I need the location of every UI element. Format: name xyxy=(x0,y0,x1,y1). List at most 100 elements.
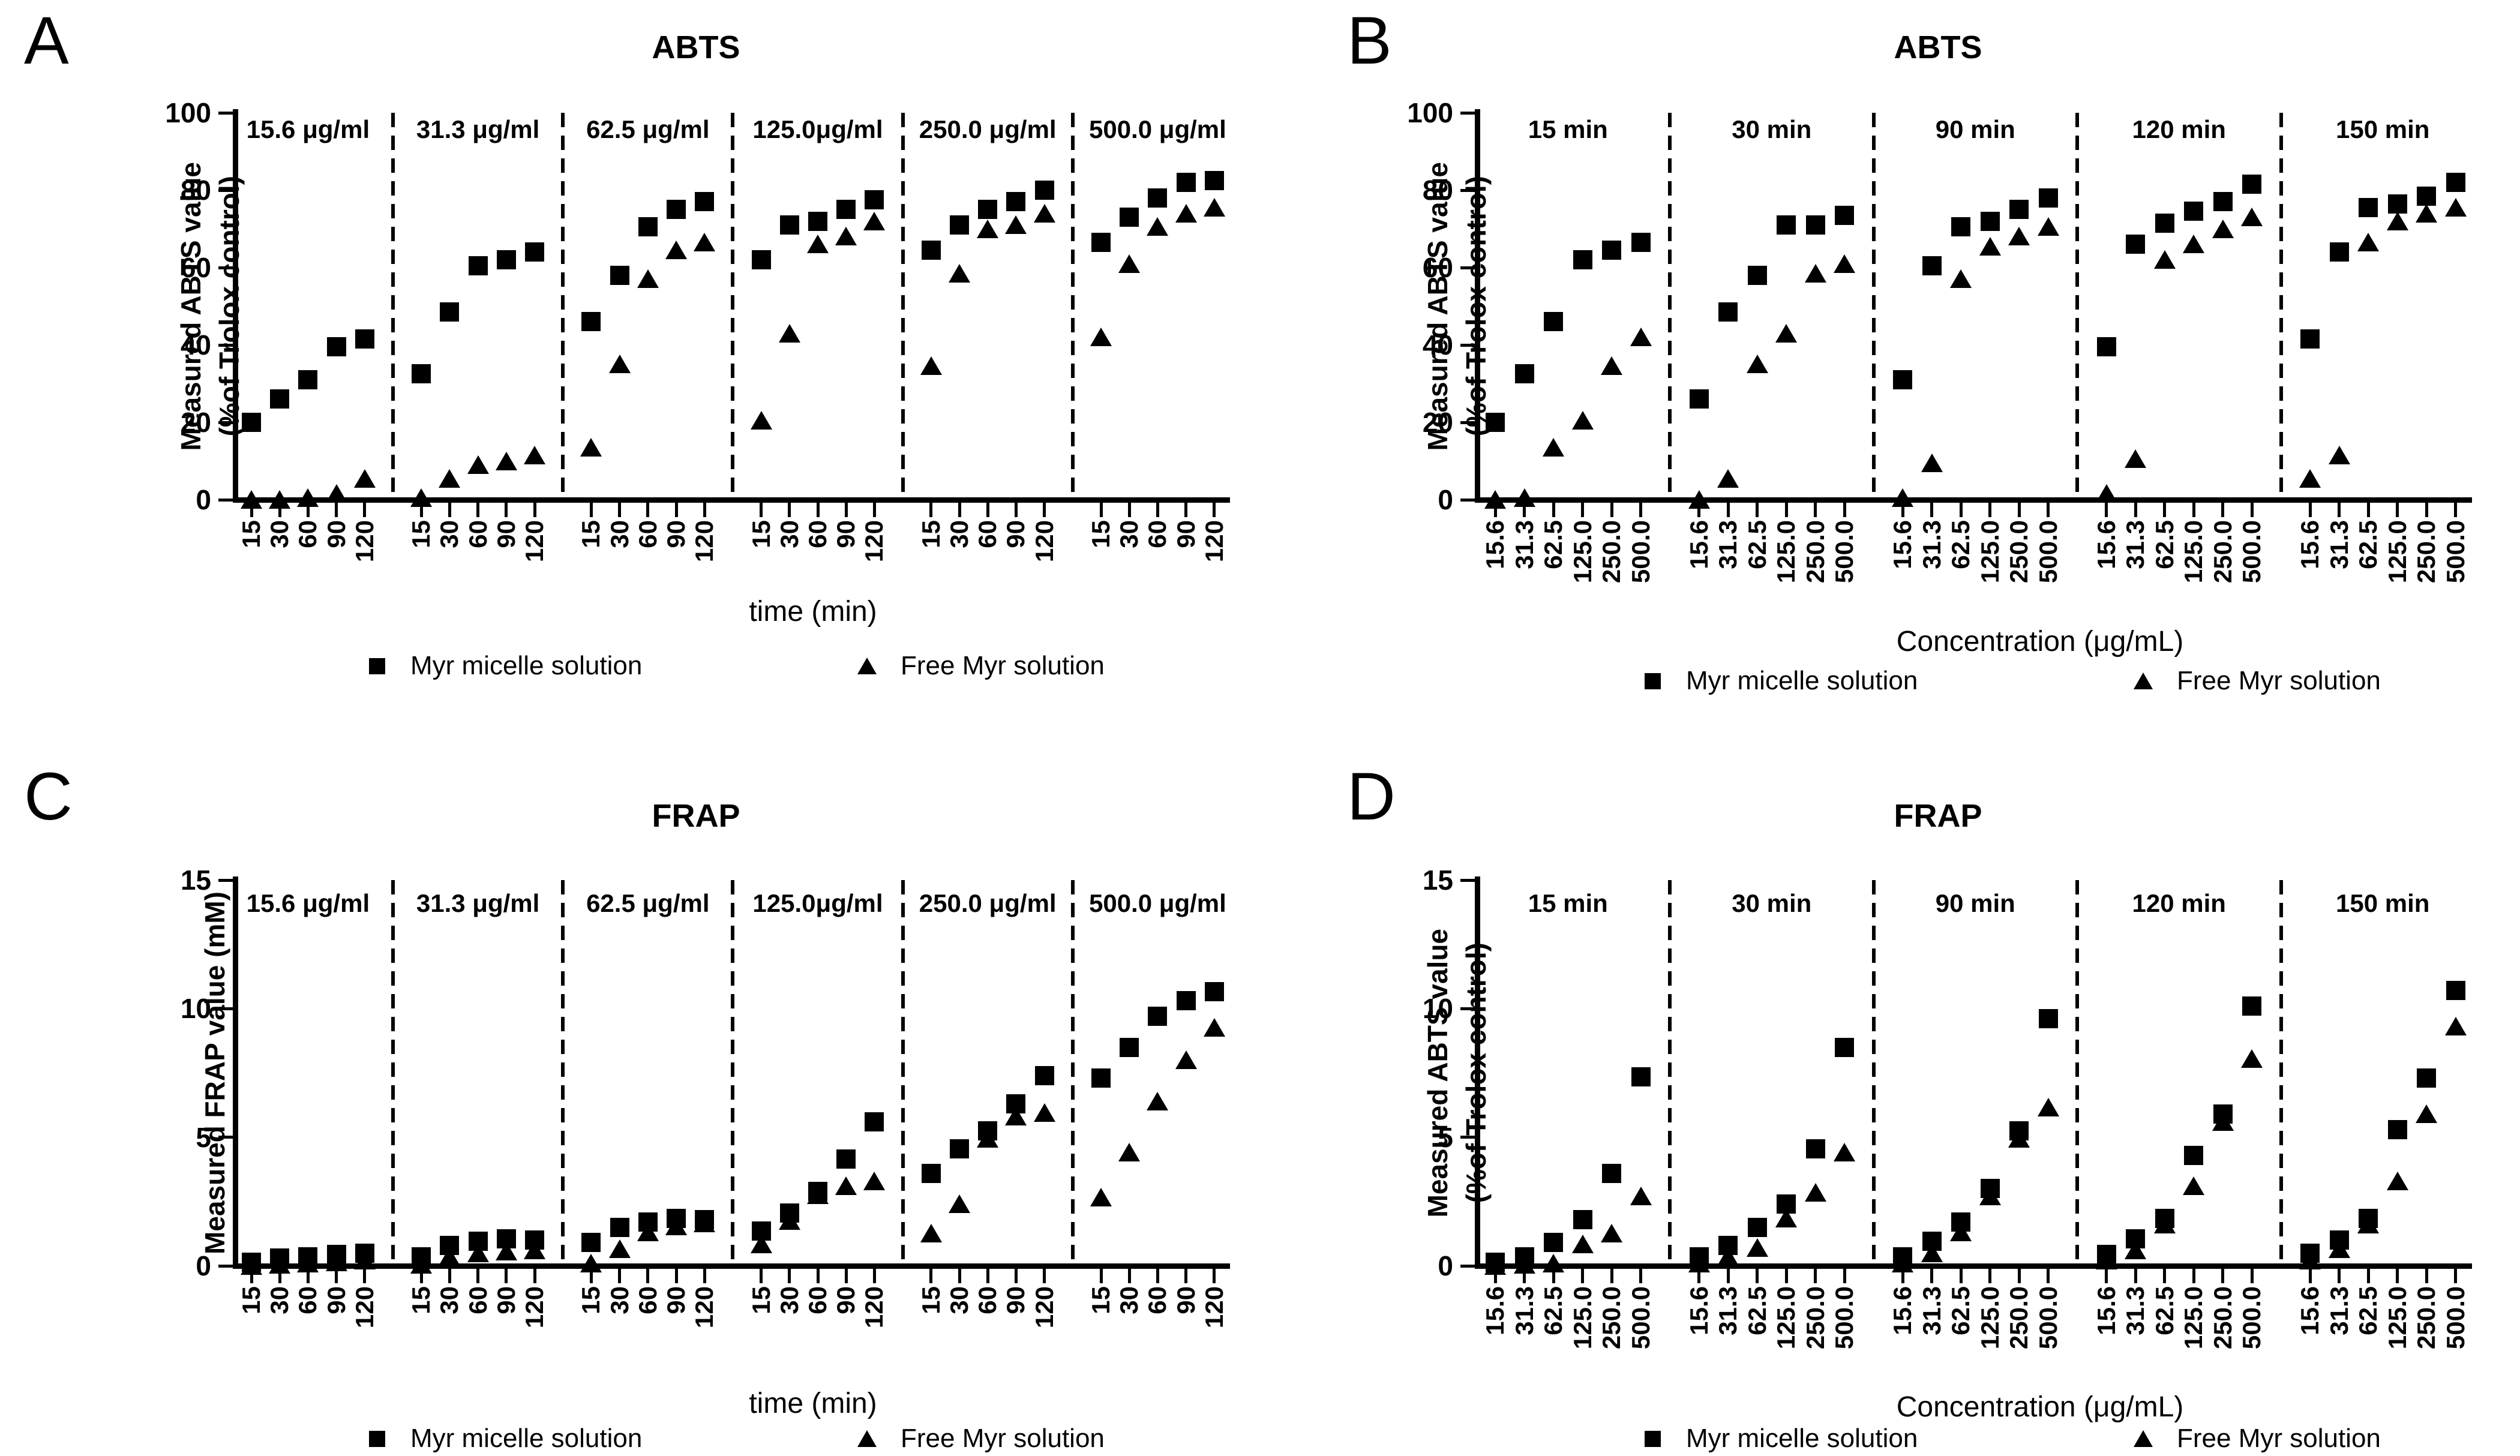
x-axis-title: Concentration (μg/mL) xyxy=(1896,1391,2184,1423)
triangle-marker xyxy=(1601,1224,1622,1243)
square-marker xyxy=(1631,233,1651,253)
x-tick-mark xyxy=(2338,502,2341,517)
x-tick-mark xyxy=(1697,1268,1700,1283)
x-tick-label: 120 xyxy=(1030,1286,1058,1329)
x-tick-mark xyxy=(1901,1268,1904,1283)
x-tick-label: 120 xyxy=(690,520,719,563)
x-tick-label: 15 xyxy=(1087,1286,1115,1314)
triangle-marker xyxy=(1834,1143,1855,1162)
group-header: 250.0 μg/ml xyxy=(919,115,1057,143)
group-header: 125.0μg/ml xyxy=(752,889,883,917)
triangle-marker xyxy=(750,1234,772,1253)
y-tick-label: 40 xyxy=(1422,329,1453,361)
x-tick-mark xyxy=(2017,502,2021,517)
x-tick-mark xyxy=(2047,502,2050,517)
triangle-marker xyxy=(1513,1254,1535,1274)
x-tick-mark xyxy=(674,502,678,517)
square-marker xyxy=(525,242,544,262)
group-separator xyxy=(2075,113,2079,500)
group-header: 90 min xyxy=(1935,115,2015,143)
triangle-marker xyxy=(1630,1187,1652,1206)
x-tick-mark xyxy=(1127,1268,1131,1283)
y-tick-label: 5 xyxy=(196,1121,211,1153)
triangle-marker xyxy=(524,1241,545,1260)
x-tick-label: 125.0 xyxy=(2383,520,2411,584)
x-tick-label: 30 xyxy=(945,1286,973,1314)
square-marker xyxy=(921,240,941,260)
x-tick-mark xyxy=(335,1268,338,1283)
group-header: 62.5 μg/ml xyxy=(586,115,710,143)
x-tick-label: 250.0 xyxy=(1801,1286,1829,1350)
y-tick-mark xyxy=(218,498,233,502)
square-marker xyxy=(1091,1068,1111,1088)
x-tick-mark xyxy=(476,1268,480,1283)
square-marker xyxy=(2359,198,2378,218)
x-tick-label: 60 xyxy=(463,1286,492,1314)
x-tick-label: 30 xyxy=(775,1286,803,1314)
square-marker xyxy=(1922,256,1942,275)
x-tick-label: 90 xyxy=(1171,1286,1200,1314)
y-axis-line xyxy=(1475,109,1480,503)
square-marker xyxy=(1951,217,1970,237)
triangle-marker xyxy=(1601,356,1622,376)
square-marker xyxy=(2184,1145,2203,1165)
x-tick-mark xyxy=(1014,1268,1018,1283)
triangle-marker xyxy=(1950,1223,1972,1242)
square-marker xyxy=(242,413,261,432)
x-tick-label: 15 xyxy=(746,1286,775,1314)
panel-letter: D xyxy=(1347,759,1396,834)
square-marker xyxy=(1747,265,1767,285)
x-tick-label: 15 xyxy=(577,520,605,548)
y-tick-label: 5 xyxy=(1438,1121,1453,1153)
x-tick-label: 62.5 xyxy=(1742,520,1771,569)
x-tick-mark xyxy=(2425,1268,2428,1283)
group-separator xyxy=(1668,113,1672,500)
x-tick-mark xyxy=(1493,502,1497,517)
y-tick-label: 0 xyxy=(1438,1250,1453,1281)
triangle-marker xyxy=(778,323,800,343)
x-tick-mark xyxy=(2105,1268,2108,1283)
group-header: 120 min xyxy=(2132,889,2226,917)
triangle-marker xyxy=(1921,1243,1943,1262)
legend-label-micelle: Myr micelle solution xyxy=(1686,1424,1918,1453)
triangle-marker xyxy=(2328,445,2350,464)
square-marker xyxy=(1980,211,2000,231)
x-tick-label: 31.3 xyxy=(1510,520,1538,569)
x-tick-mark xyxy=(1843,502,1846,517)
y-tick-label: 10 xyxy=(180,993,211,1025)
y-tick-mark xyxy=(218,1264,233,1268)
x-tick-label: 90 xyxy=(322,520,350,548)
x-tick-label: 250.0 xyxy=(1597,520,1625,584)
triangle-marker xyxy=(665,1216,687,1235)
x-tick-mark xyxy=(533,502,536,517)
square-marker xyxy=(581,312,601,332)
x-tick-mark xyxy=(844,1268,848,1283)
x-tick-mark xyxy=(2221,502,2224,517)
triangle-marker xyxy=(608,355,631,374)
x-tick-mark xyxy=(1552,502,1555,517)
x-tick-label: 30 xyxy=(265,520,294,548)
x-tick-label: 31.3 xyxy=(1714,520,1742,569)
triangle-marker xyxy=(269,1254,291,1274)
triangle-marker xyxy=(1717,1247,1739,1266)
triangle-marker xyxy=(1484,490,1506,509)
x-tick-mark xyxy=(1581,502,1584,517)
x-tick-mark xyxy=(306,502,310,517)
triangle-marker xyxy=(1892,1253,1913,1272)
group-separator xyxy=(1070,880,1075,1266)
x-tick-mark xyxy=(703,1268,706,1283)
triangle-marker xyxy=(410,1254,433,1274)
x-tick-mark xyxy=(2454,502,2457,517)
triangle-marker xyxy=(1688,1253,1710,1272)
x-tick-mark xyxy=(1930,502,1933,517)
y-tick-mark xyxy=(218,1007,233,1010)
triangle-marker xyxy=(694,233,716,252)
triangle-marker xyxy=(1979,1187,2001,1206)
x-tick-label: 31.3 xyxy=(1714,1286,1742,1335)
x-tick-mark xyxy=(1988,1268,1991,1283)
group-header: 90 min xyxy=(1935,889,2015,917)
x-tick-mark xyxy=(1043,1268,1046,1283)
x-tick-label: 250.0 xyxy=(1801,520,1829,584)
legend-square-icon xyxy=(369,1431,385,1447)
x-tick-mark xyxy=(278,1268,281,1283)
